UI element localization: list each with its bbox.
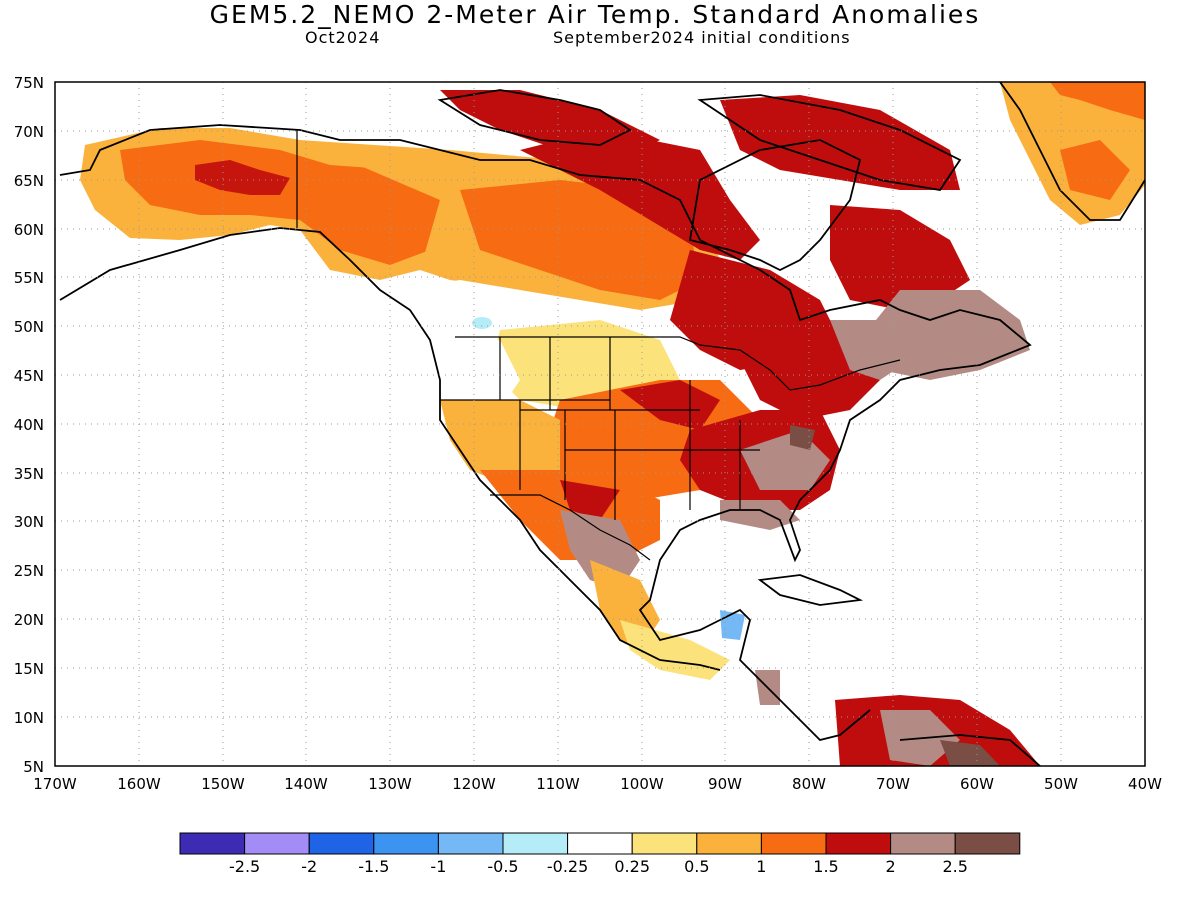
colorbar-label: 2.5 [942,857,967,876]
colorbar-label: -1 [430,857,446,876]
initial-conditions: September2024 initial conditions [553,28,851,47]
colorbar-swatch [308,832,375,855]
lat-label: 55N [14,269,44,287]
lat-label: 20N [14,611,44,629]
lat-label: 75N [14,74,44,92]
colorbar-swatch [631,832,698,855]
colorbar-label: 1.5 [813,857,838,876]
lon-label: 170W [33,775,77,793]
map-frame [54,81,1146,767]
lat-label: 40N [14,416,44,434]
lon-label: 110W [536,775,580,793]
longitude-axis: 170W 160W 150W 140W 130W 120W 110W 100W … [33,775,1162,793]
lat-label: 70N [14,123,44,141]
lon-label: 140W [284,775,328,793]
lon-label: 70W [876,775,910,793]
lon-label: 130W [368,775,412,793]
colorbar-label: 0.25 [614,857,650,876]
colorbar-label: -0.5 [487,857,518,876]
colorbar-label: 0.5 [684,857,709,876]
colorbar-swatch [890,832,956,855]
colorbar: -2.5 -2 -1.5 -1 -0.5 -0.25 0.25 0.5 1 1.5 2 2.5 [179,832,1021,876]
colorbar-swatch [567,832,633,855]
colorbar-swatch [696,832,762,855]
colorbar-swatch [502,832,569,855]
colorbar-label: -1.5 [358,857,389,876]
colorbar-label: 2 [886,857,896,876]
lat-label: 45N [14,367,44,385]
lat-label: 30N [14,513,44,531]
lon-label: 90W [708,775,742,793]
lon-label: 80W [792,775,826,793]
colorbar-swatch [244,832,310,855]
colorbar-swatch [437,832,504,855]
lat-label: 5N [23,758,44,776]
lon-label: 120W [452,775,496,793]
political-borders [296,130,901,561]
map-title: GEM5.2_NEMO 2-Meter Air Temp. Standard A… [209,0,981,29]
lat-label: 65N [14,172,44,190]
forecast-month: Oct2024 [305,28,381,47]
coastlines [59,82,1145,766]
colorbar-swatch [760,832,827,855]
colorbar-label: -2.5 [229,857,260,876]
lon-label: 40W [1128,775,1162,793]
colorbar-label: -0.25 [547,857,588,876]
lat-label: 35N [14,465,44,483]
colorbar-swatch [954,832,1021,855]
lat-label: 10N [14,709,44,727]
lat-label: 50N [14,318,44,336]
colorbar-swatch [179,832,246,855]
lat-label: 60N [14,221,44,239]
latitude-axis: 75N 70N 65N 60N 55N 50N 45N 40N 35N 30N … [14,74,44,776]
lon-label: 60W [960,775,994,793]
lon-label: 100W [620,775,664,793]
colorbar-label: 1 [756,857,766,876]
lon-label: 50W [1044,775,1078,793]
colorbar-swatch [825,832,892,855]
lat-label: 15N [14,660,44,678]
lon-label: 150W [201,775,245,793]
graticule [55,82,1145,766]
colorbar-swatch [373,832,439,855]
lon-label: 160W [117,775,161,793]
lat-label: 25N [14,562,44,580]
colorbar-label: -2 [301,857,317,876]
